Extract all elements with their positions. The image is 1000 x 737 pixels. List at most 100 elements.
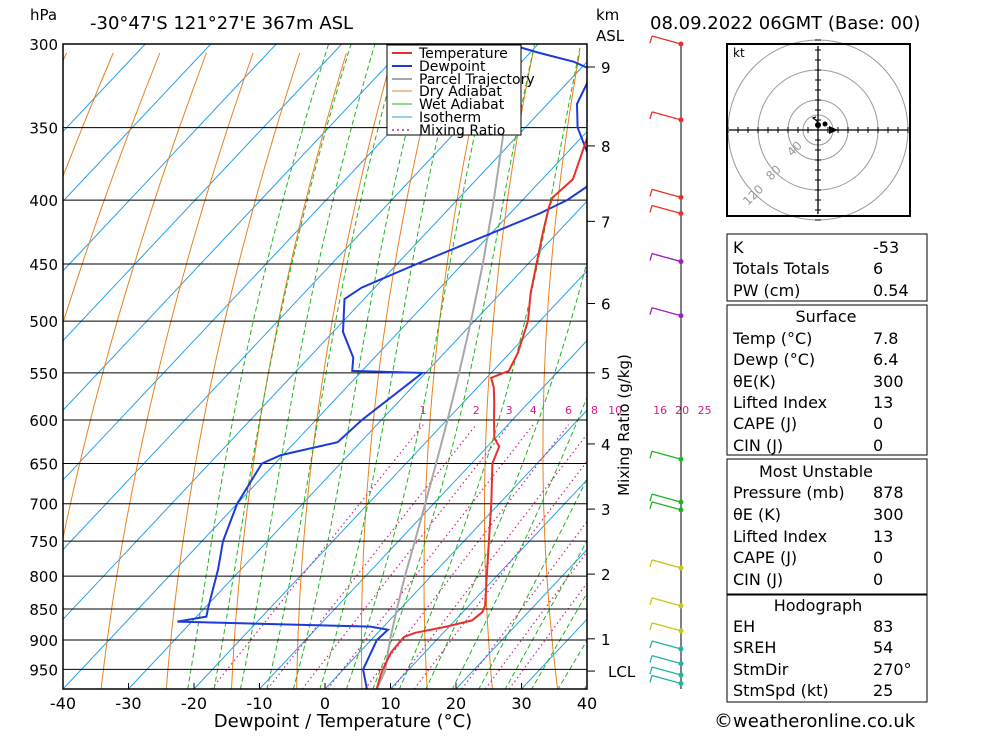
date-title: 08.09.2022 06GMT (Base: 00) [650, 13, 920, 34]
surface-temp-value: 7.8 [873, 329, 898, 348]
dry-adiabat-line [166, 53, 299, 689]
most-unstable-title: Most Unstable [759, 462, 873, 481]
pressure-tick-label: 350 [29, 120, 58, 138]
pressure-tick-label: 600 [29, 412, 58, 430]
wind-barb-icon [652, 502, 681, 510]
wind-barb-dot [679, 195, 684, 200]
mixing-ratio-label: 25 [698, 404, 712, 417]
surface-dewp-label: Dewp (°C) [733, 350, 815, 369]
wind-barb-dot [679, 673, 684, 678]
surface-cin-value: 0 [873, 436, 883, 455]
wind-barb-icon [652, 641, 681, 649]
mixing-ratio-axis-title: Mixing Ratio (g/kg) [615, 354, 633, 496]
pressure-tick-label: 850 [29, 601, 58, 619]
sreh-value: 54 [873, 638, 893, 657]
dry-adiabat-line [654, 53, 688, 689]
wind-barb-dot [679, 603, 684, 608]
wind-barb-dot [679, 507, 684, 512]
asl-axis-label: ASL [596, 27, 625, 45]
km-tick-label: 9 [601, 59, 611, 77]
mu-cin-value: 0 [873, 570, 883, 589]
surface-theta-value: 300 [873, 372, 904, 391]
wind-barb-dot [679, 457, 684, 462]
wind-barb-icon [652, 112, 681, 120]
hpa-axis-label: hPa [30, 6, 57, 24]
parcel-trajectory-line [377, 44, 516, 689]
wind-barb-flag [650, 254, 652, 261]
wind-profile [650, 36, 684, 689]
index-tt-value: 6 [873, 259, 883, 278]
wind-barb-flag [650, 656, 652, 663]
wind-barb-icon [652, 36, 681, 44]
stmspd-value: 25 [873, 681, 893, 700]
pressure-tick-label: 550 [29, 365, 58, 383]
index-tt-label: Totals Totals [732, 259, 830, 278]
copyright-icon: © [714, 710, 733, 732]
mixing-ratio-label: 3 [506, 404, 513, 417]
dry-adiabat-line [953, 53, 1000, 689]
pressure-tick-label: 300 [29, 36, 58, 54]
wind-barb-flag [650, 675, 652, 682]
wind-barb-dot [679, 117, 684, 122]
wind-barb-dot [679, 42, 684, 47]
temperature-tick-label: -30 [115, 694, 141, 713]
eh-label: EH [733, 617, 755, 636]
wind-barb-icon [652, 494, 681, 502]
legend: Temperature Dewpoint Parcel Trajectory D… [387, 45, 535, 139]
mixing-ratio-label: 8 [591, 404, 598, 417]
wind-barb-icon [652, 560, 681, 568]
mixing-ratio-line [212, 425, 424, 689]
km-axis-label: km [596, 6, 619, 24]
hodograph: kt 40 80 120 [727, 40, 910, 220]
mu-pressure-value: 878 [873, 483, 904, 502]
pressure-tick-labels: 3003504004505005506006507007508008509009… [29, 36, 58, 679]
site-credit[interactable]: weatheronline.co.uk [733, 711, 916, 732]
wind-barb-flag [650, 189, 652, 196]
surface-cin-label: CIN (J) [733, 436, 783, 455]
mixing-ratio-label: 6 [565, 404, 572, 417]
isotherm-line [63, 44, 669, 689]
wind-barb-dot [679, 647, 684, 652]
temperature-tick-label: -40 [50, 694, 76, 713]
wet-adiabat-line [213, 44, 352, 697]
wind-barb-icon [652, 656, 681, 664]
surface-cape-value: 0 [873, 414, 883, 433]
pressure-gridlines [63, 44, 587, 669]
pressure-tick-label: 650 [29, 455, 58, 473]
pressure-tick-label: 950 [29, 661, 58, 679]
mu-cape-value: 0 [873, 548, 883, 567]
index-k-label: K [733, 238, 744, 257]
wind-barb-flag [650, 494, 652, 501]
sreh-label: SREH [733, 638, 776, 657]
stmdir-label: StmDir [733, 660, 789, 679]
surface-li-value: 13 [873, 393, 893, 412]
mixing-ratio-label: 4 [530, 404, 537, 417]
hodograph-unit-label: kt [733, 46, 745, 60]
mu-theta-label: θE (K) [733, 505, 781, 524]
stmdir-value: 270° [873, 660, 912, 679]
pressure-tick-label: 400 [29, 192, 58, 210]
temperature-tick-label: 30 [511, 694, 531, 713]
km-tick-label: 4 [601, 436, 611, 454]
pressure-tick-label: 700 [29, 496, 58, 514]
mu-theta-value: 300 [873, 505, 904, 524]
mu-pressure-label: Pressure (mb) [733, 483, 845, 502]
mixing-ratio-label: 2 [473, 404, 480, 417]
surface-li-label: Lifted Index [733, 393, 827, 412]
mixing-ratio-label: 20 [675, 404, 689, 417]
pressure-tick-label: 750 [29, 533, 58, 551]
wind-barb-dot [679, 500, 684, 505]
x-axis-title: Dewpoint / Temperature (°C) [214, 711, 472, 732]
surface-temp-label: Temp (°C) [732, 329, 812, 348]
hodograph-point [823, 122, 828, 127]
wind-barb-flag [650, 451, 652, 458]
wind-barb-dot [679, 211, 684, 216]
isotherm-line [129, 44, 735, 689]
index-pw-label: PW (cm) [733, 281, 800, 300]
mixing-ratio-label: 16 [653, 404, 667, 417]
wind-barb-icon [652, 205, 681, 213]
wet-adiabat-line [317, 44, 459, 697]
temperature-tick-label: -20 [181, 694, 207, 713]
